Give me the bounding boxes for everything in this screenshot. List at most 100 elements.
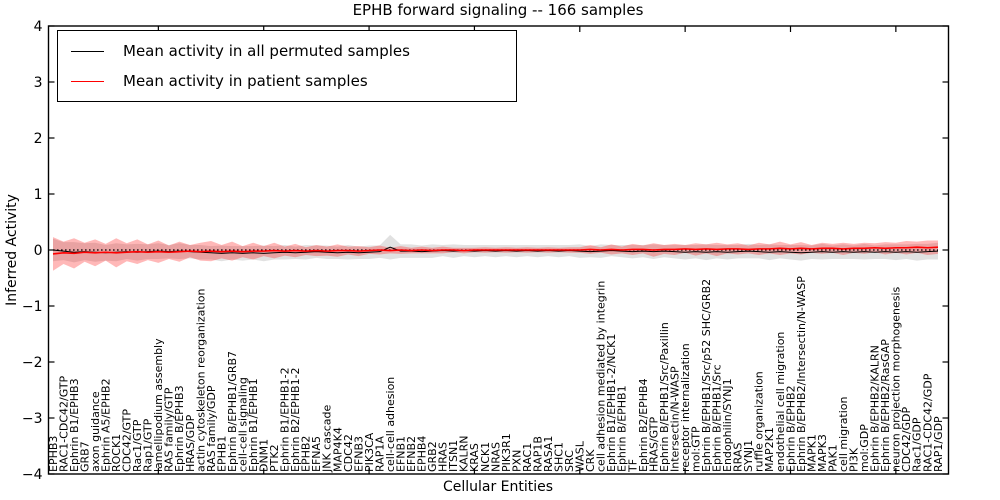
x-tick-label: SHC1 — [553, 442, 566, 472]
x-tick-label: EFNB1 — [394, 436, 407, 472]
x-tick-label: RAS family/GTP — [163, 387, 176, 472]
x-tick-label: RAP1B — [531, 436, 544, 472]
x-tick-label: WASL — [574, 440, 587, 472]
x-tick-label: Ephrin B/EPHB2/RasGAP — [879, 339, 892, 472]
x-tick-label: EFNA5 — [310, 436, 323, 472]
y-tick-label: 4 — [34, 19, 43, 35]
x-tick-label: Rac1/GDP — [911, 417, 924, 472]
y-tick-label: 2 — [34, 131, 43, 147]
x-tick-label: actin cytoskeleton reorganization — [194, 288, 207, 472]
x-tick-label: Intersectin/N-WASP — [668, 366, 681, 472]
x-tick-label: EFNB2 — [405, 436, 418, 472]
x-tick-label: cell adhesion mediated by integrin — [595, 281, 608, 472]
x-tick-label: HRAS — [437, 442, 450, 472]
x-tick-label: Ephrin B2/EPHB4 — [637, 378, 650, 472]
x-tick-label: RAC1-CDC42/GTP — [57, 375, 70, 472]
x-tick-label: EPHB1 — [215, 436, 228, 472]
x-tick-label: PIK3R1 — [500, 433, 513, 472]
x-tick-label: CRK — [584, 449, 597, 472]
x-tick-label: Ephrin B1/EPHB1-2 — [279, 367, 292, 472]
y-tick-label: −2 — [22, 355, 43, 371]
x-tick-label: CDC42/GTP — [121, 409, 134, 472]
x-tick-label: EPHB2 — [300, 436, 313, 472]
x-tick-label: DNM1 — [258, 439, 271, 472]
x-tick-label: Ephrin B2/EPHB1-2 — [289, 367, 302, 472]
x-tick-label: Endophilin/SYNJ1 — [721, 378, 734, 472]
patient-mean-line — [52, 246, 939, 255]
legend-label-permuted: Mean activity in all permuted samples — [123, 42, 410, 60]
x-tick-label: ruffle organization — [753, 371, 766, 472]
permuted-std-band — [53, 234, 938, 263]
x-tick-label: RAP1/GDP — [932, 416, 945, 472]
x-tick-label: CDC42 — [342, 434, 355, 472]
x-tick-label: cell-cell adhesion — [384, 377, 397, 472]
x-tick-label: RASA1 — [542, 436, 555, 472]
x-tick-label: MAP2K1 — [763, 427, 776, 472]
y-tick-label: 0 — [34, 243, 43, 259]
y-tick-label: 1 — [34, 187, 43, 203]
x-tick-label: cell-cell signaling — [236, 377, 249, 472]
x-tick-label: Rac1/GTP — [131, 419, 144, 472]
x-tick-label: CDC42/GDP — [900, 406, 913, 472]
legend: Mean activity in all permuted samples Me… — [57, 30, 517, 102]
x-tick-label: ITSN1 — [447, 440, 460, 472]
x-tick-label: KRAS — [468, 443, 481, 472]
x-tick-label: Ephrin B/EPHB1/Src — [711, 364, 724, 472]
x-tick-label: PAK1 — [826, 444, 839, 472]
permuted-line-swatch — [71, 50, 104, 52]
x-tick-label: PIK3CA — [363, 432, 376, 472]
x-tick-label: Ephrin B/EPHB1/Src/Paxillin — [658, 322, 671, 472]
x-tick-label: NCK1 — [479, 442, 492, 472]
x-tick-label: Ephrin B1/EPHB1-2/NCK1 — [605, 334, 618, 472]
x-tick-label: MAPK1 — [805, 434, 818, 472]
x-tick-label: RAP1A — [373, 436, 386, 472]
x-tick-label: PXN — [510, 450, 523, 472]
x-tick-label: Ephrin B/EPHB3 — [173, 385, 186, 472]
y-axis-label: Inferred Activity — [4, 194, 20, 306]
x-tick-label: SYNJ1 — [742, 440, 755, 472]
x-tick-label: RRAS — [732, 443, 745, 472]
x-tick-label: RAC1-CDC42/GDP — [921, 373, 934, 472]
x-tick-label: mol:GDP — [858, 424, 871, 472]
x-tick-label: HRAS/GDP — [184, 414, 197, 472]
x-tick-label: RAS family/GDP — [205, 385, 218, 472]
x-tick-label: Ephrin B1/EPHB1 — [247, 378, 260, 472]
x-tick-label: mol:GTP — [689, 426, 702, 472]
x-tick-label: neuron projection morphogenesis — [890, 286, 903, 472]
x-tick-label: Ephrin B1/EPHB3 — [68, 378, 81, 472]
x-tick-label: Rap1/GTP — [142, 418, 155, 472]
x-tick-label: axon guidance — [89, 391, 102, 472]
x-tick-label: Ephrin B/EPHB2/KALRN — [869, 345, 882, 472]
x-tick-label: Ephrin B/EPHB1 — [616, 385, 629, 472]
x-axis-label: Cellular Entities — [442, 479, 554, 495]
x-tick-label: PTK2 — [268, 444, 281, 472]
x-tick-label: EPHB3 — [47, 436, 60, 472]
x-tick-label: SRC — [563, 450, 576, 472]
x-tick-label: Ephrin B/EPHB2 — [784, 385, 797, 472]
x-tick-label: Ephrin B/EPHB1/GRB7 — [226, 351, 239, 472]
y-tick-label: −3 — [22, 411, 43, 427]
chart-title: EPHB forward signaling -- 166 samples — [352, 1, 644, 19]
x-tick-label: Ephrin B/EPHB1/Src/p52 SHC/GRB2 — [700, 279, 713, 472]
legend-item-patient: Mean activity in patient samples — [58, 66, 516, 96]
legend-label-patient: Mean activity in patient samples — [123, 72, 368, 90]
y-tick-label: −1 — [22, 299, 43, 315]
patient-line-swatch — [71, 80, 104, 82]
x-tick-label: PI3K — [848, 447, 861, 472]
x-tick-label: HRAS/GTP — [647, 416, 660, 472]
patient-std-band — [53, 237, 938, 271]
x-tick-label: Ephrin A5/EPHB2 — [99, 378, 112, 472]
y-tick-label: 3 — [34, 75, 43, 91]
x-tick-label: endothelial cell migration — [774, 332, 787, 472]
legend-item-permuted: Mean activity in all permuted samples — [58, 36, 516, 66]
x-tick-label: NRAS — [489, 442, 502, 472]
x-tick-label: RAC1 — [521, 443, 534, 472]
x-tick-label: ROCK1 — [110, 434, 123, 472]
x-tick-label: cell migration — [837, 396, 850, 472]
x-tick-label: receptor internalization — [679, 343, 692, 472]
x-tick-label: MAP4K4 — [331, 427, 344, 472]
y-tick-label: −4 — [22, 467, 43, 483]
x-tick-label: TF — [626, 459, 639, 473]
x-tick-label: Ephrin B/EPHB2/Intersectin/N-WASP — [795, 276, 808, 472]
